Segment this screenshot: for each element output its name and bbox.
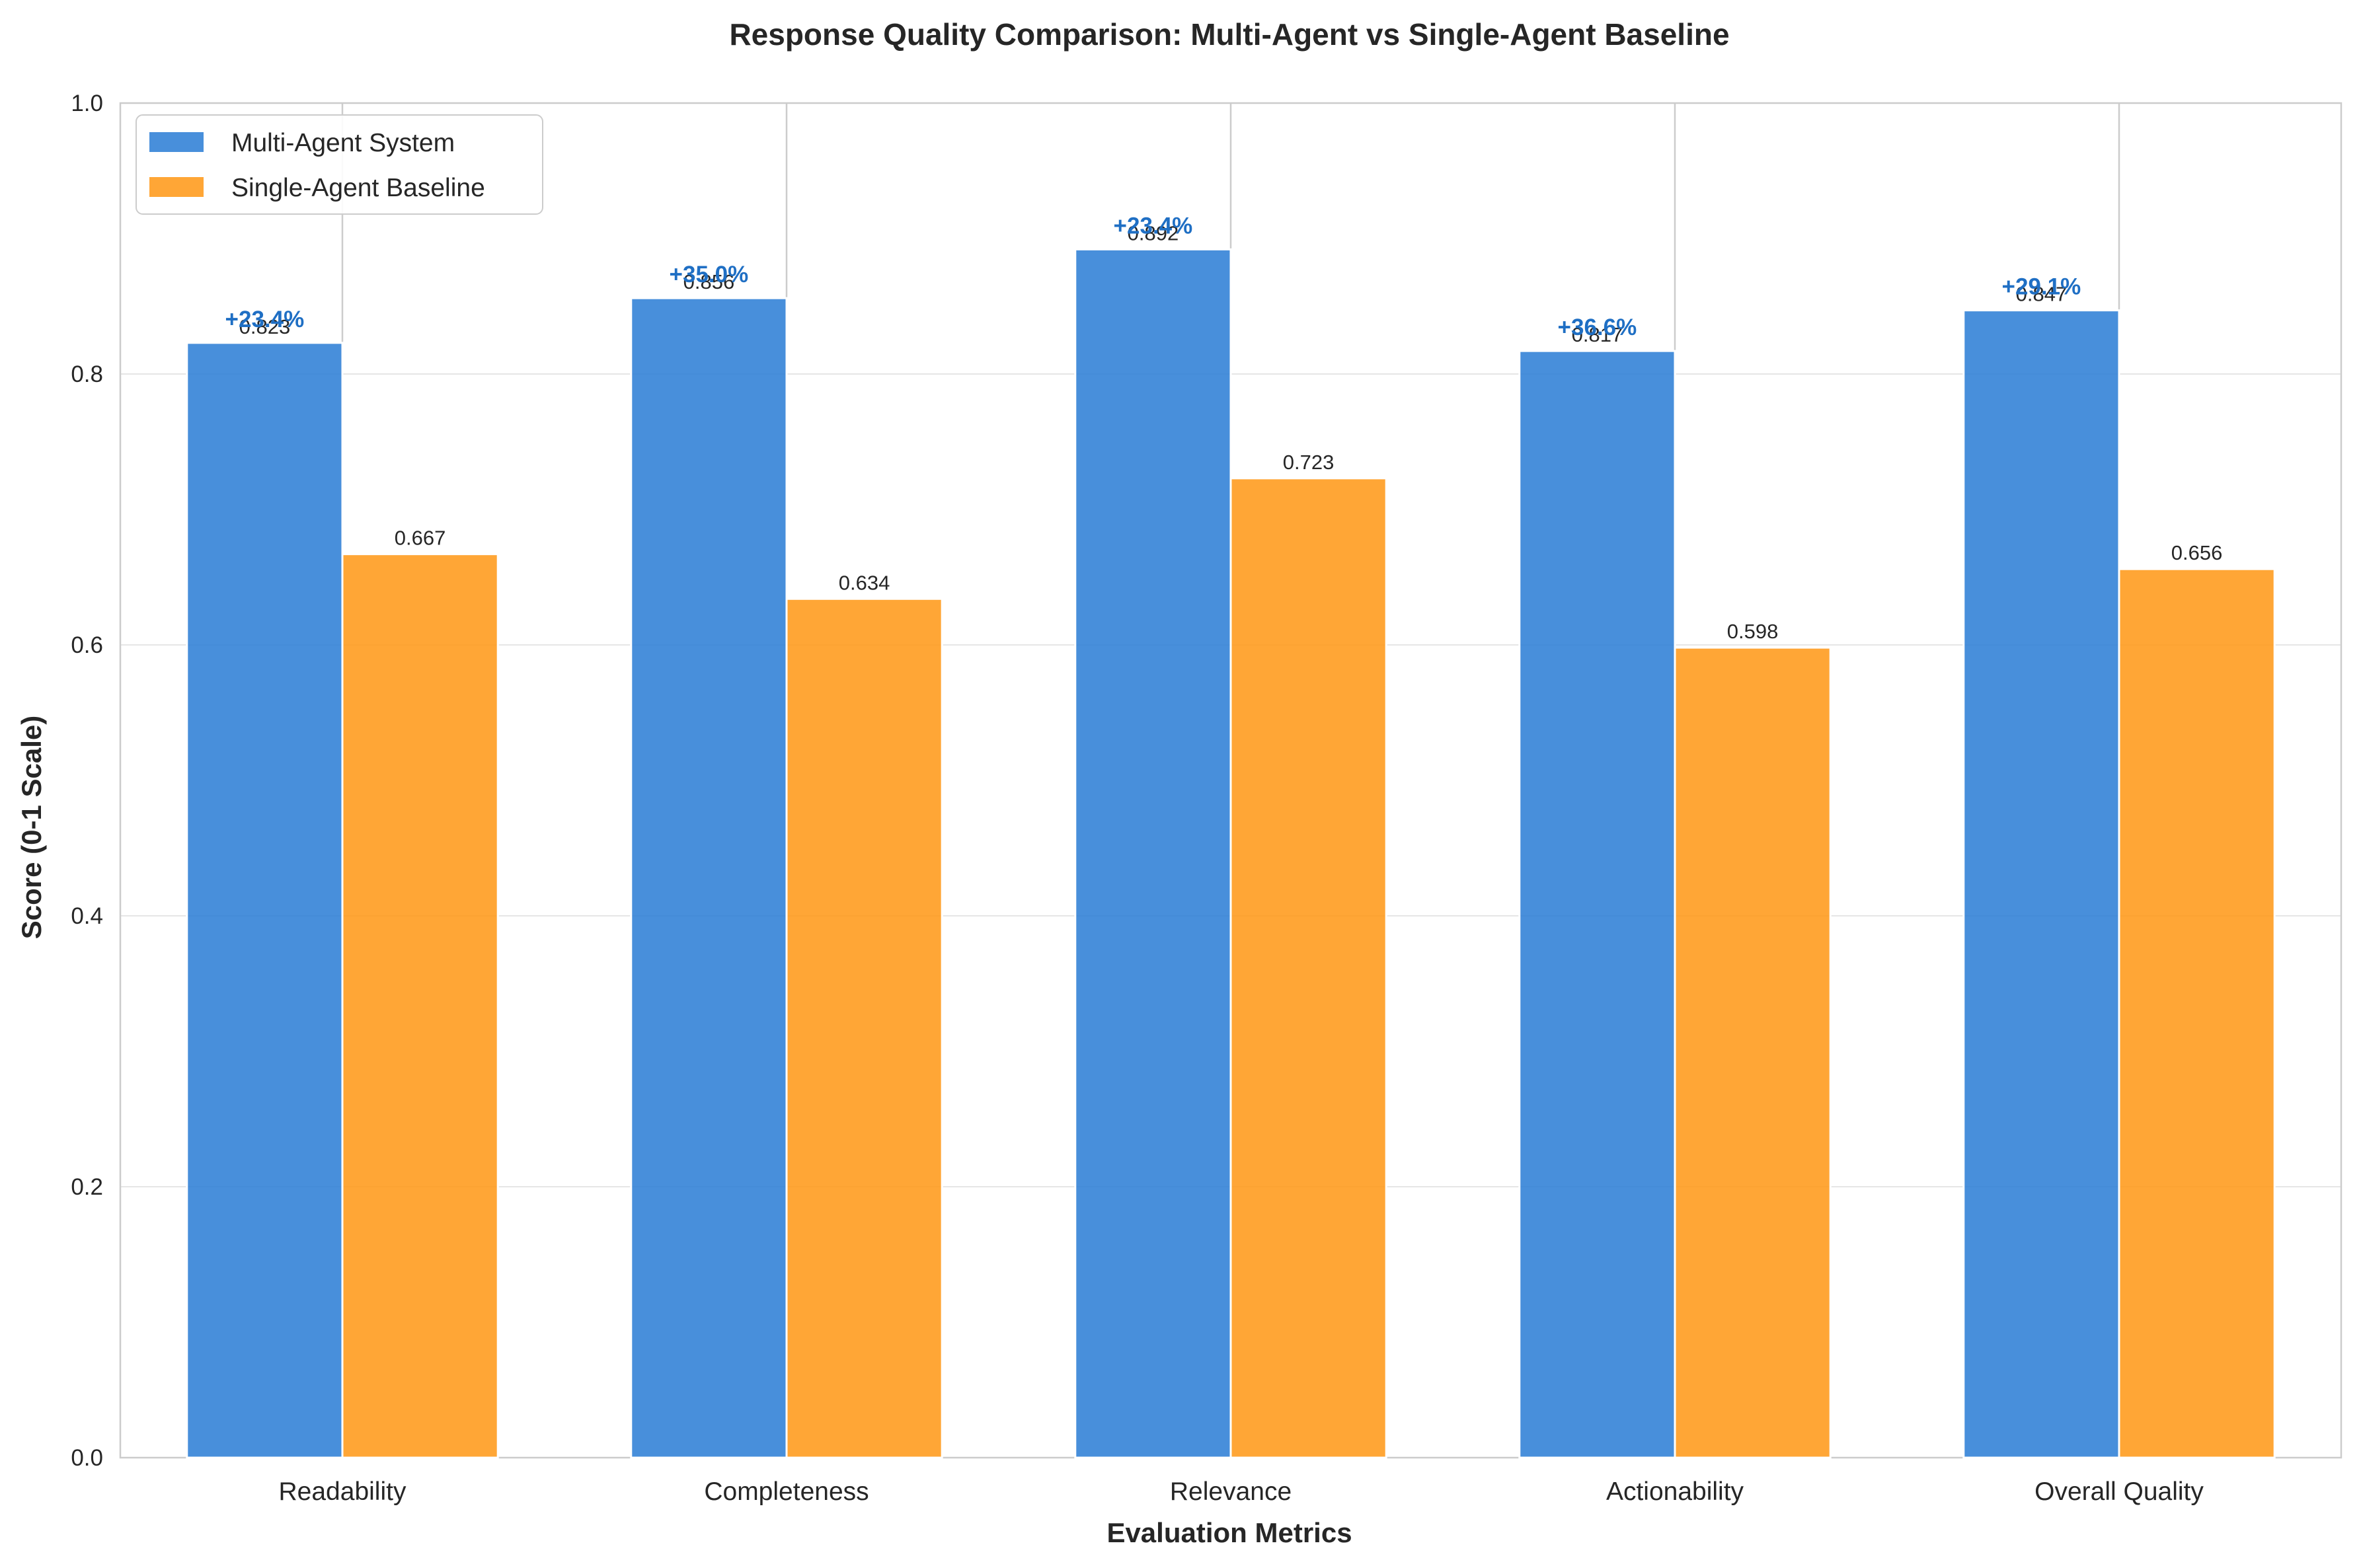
- y-tick-label: 0.4: [71, 903, 103, 929]
- x-tick-label: Overall Quality: [2034, 1477, 2204, 1506]
- improvement-label: +36.6%: [1558, 315, 1637, 340]
- x-tick-label: Actionability: [1606, 1477, 1744, 1506]
- y-axis-ticks: 0.0 0.2 0.4 0.6 0.8 1.0: [71, 91, 103, 1471]
- x-axis-ticks: Readability Completeness Relevance Actionab…: [279, 1477, 2204, 1506]
- x-tick-label: Relevance: [1170, 1477, 1292, 1506]
- value-label: 0.634: [839, 571, 890, 594]
- bar-single-agent: [2119, 569, 2274, 1458]
- chart-title: Response Quality Comparison: Multi-Agent…: [729, 17, 1729, 52]
- bar-multi-agent: [1075, 249, 1231, 1458]
- x-tick-label: Completeness: [704, 1477, 869, 1506]
- bar-single-agent: [342, 554, 498, 1458]
- y-tick-label: 0.2: [71, 1174, 103, 1200]
- improvement-label: +29.1%: [2002, 274, 2081, 300]
- value-label: 0.723: [1283, 451, 1335, 474]
- legend-label-multi-agent: Multi-Agent System: [231, 129, 455, 157]
- improvement-label: +23.4%: [1114, 213, 1193, 239]
- bar-multi-agent: [1964, 311, 2119, 1458]
- y-tick-label: 0.0: [71, 1445, 103, 1471]
- x-tick-label: Readability: [279, 1477, 406, 1506]
- legend: Multi-Agent System Single-Agent Baseline: [136, 115, 543, 214]
- bar-multi-agent: [1520, 351, 1675, 1458]
- value-label: 0.598: [1727, 620, 1779, 643]
- legend-swatch-single-agent: [149, 177, 204, 197]
- bar-single-agent: [1675, 648, 1830, 1458]
- value-label: 0.656: [2171, 541, 2223, 564]
- y-axis-label: Score (0-1 Scale): [16, 716, 47, 940]
- bar-single-agent: [1231, 478, 1386, 1458]
- bar-single-agent: [787, 599, 942, 1458]
- y-tick-label: 1.0: [71, 91, 103, 116]
- bars: [187, 249, 2274, 1458]
- bar-multi-agent: [631, 298, 787, 1458]
- value-label: 0.667: [395, 527, 446, 550]
- improvement-label: +35.0%: [670, 262, 749, 287]
- bar-multi-agent: [187, 343, 342, 1458]
- improvement-label: +23.4%: [225, 307, 305, 332]
- legend-swatch-multi-agent: [149, 132, 204, 152]
- legend-label-single-agent: Single-Agent Baseline: [231, 174, 485, 202]
- y-tick-label: 0.6: [71, 632, 103, 658]
- y-tick-label: 0.8: [71, 361, 103, 387]
- x-axis-label: Evaluation Metrics: [1106, 1517, 1352, 1548]
